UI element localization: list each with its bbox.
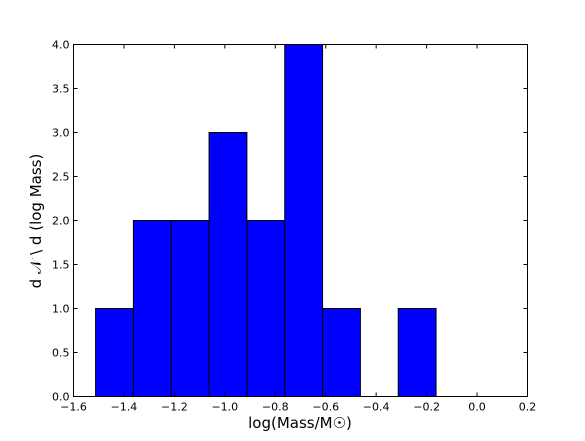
histogram-bar-5 (284, 44, 324, 397)
y-tick-label-8: 4.0 (52, 39, 70, 52)
y-tick-label-0: 0.0 (52, 391, 70, 404)
bars-group (95, 44, 437, 397)
y-tick-label-7: 3.5 (52, 83, 70, 96)
plot-frame (73, 44, 528, 397)
histogram-bar-2 (170, 220, 210, 397)
y-axis-label: d 𝒩 \ d (log Mass) (27, 154, 45, 289)
x-tick-label-8: 0.0 (468, 401, 486, 414)
x-tick-label-1: −1.4 (111, 401, 138, 414)
x-axis-ticks: −1.6 −1.4 −1.2 −1.0 −0.8 −0.6 −0.4 −0.2 0.0 0.2 (60, 44, 537, 414)
y-tick-label-2: 1.0 (52, 303, 70, 316)
y-axis-ticks: 0.0 0.5 1.0 1.5 2.0 2.5 3.0 3.5 4.0 (52, 39, 528, 404)
histogram-bar-3 (208, 132, 248, 397)
x-axis-label: log(Mass/M☉) (248, 414, 352, 432)
x-tick-label-4: −0.8 (262, 401, 289, 414)
histogram-bar-6 (322, 308, 361, 397)
x-tick-label-7: −0.2 (413, 401, 440, 414)
y-tick-label-3: 1.5 (52, 259, 70, 272)
histogram-bar-1 (132, 220, 172, 397)
histogram-bar-4 (246, 220, 286, 397)
x-tick-label-2: −1.2 (161, 401, 188, 414)
x-tick-label-0: −1.6 (60, 401, 87, 414)
x-tick-label-6: −0.4 (363, 401, 390, 414)
y-tick-label-6: 3.0 (52, 127, 70, 140)
y-tick-label-1: 0.5 (52, 347, 70, 360)
x-tick-label-5: −0.6 (312, 401, 339, 414)
histogram-bar-0 (95, 308, 134, 397)
histogram-bar-8 (397, 308, 437, 397)
x-tick-label-3: −1.0 (211, 401, 238, 414)
y-tick-label-5: 2.5 (52, 171, 70, 184)
x-tick-label-9: 0.2 (519, 401, 537, 414)
y-tick-label-4: 2.0 (52, 215, 70, 228)
